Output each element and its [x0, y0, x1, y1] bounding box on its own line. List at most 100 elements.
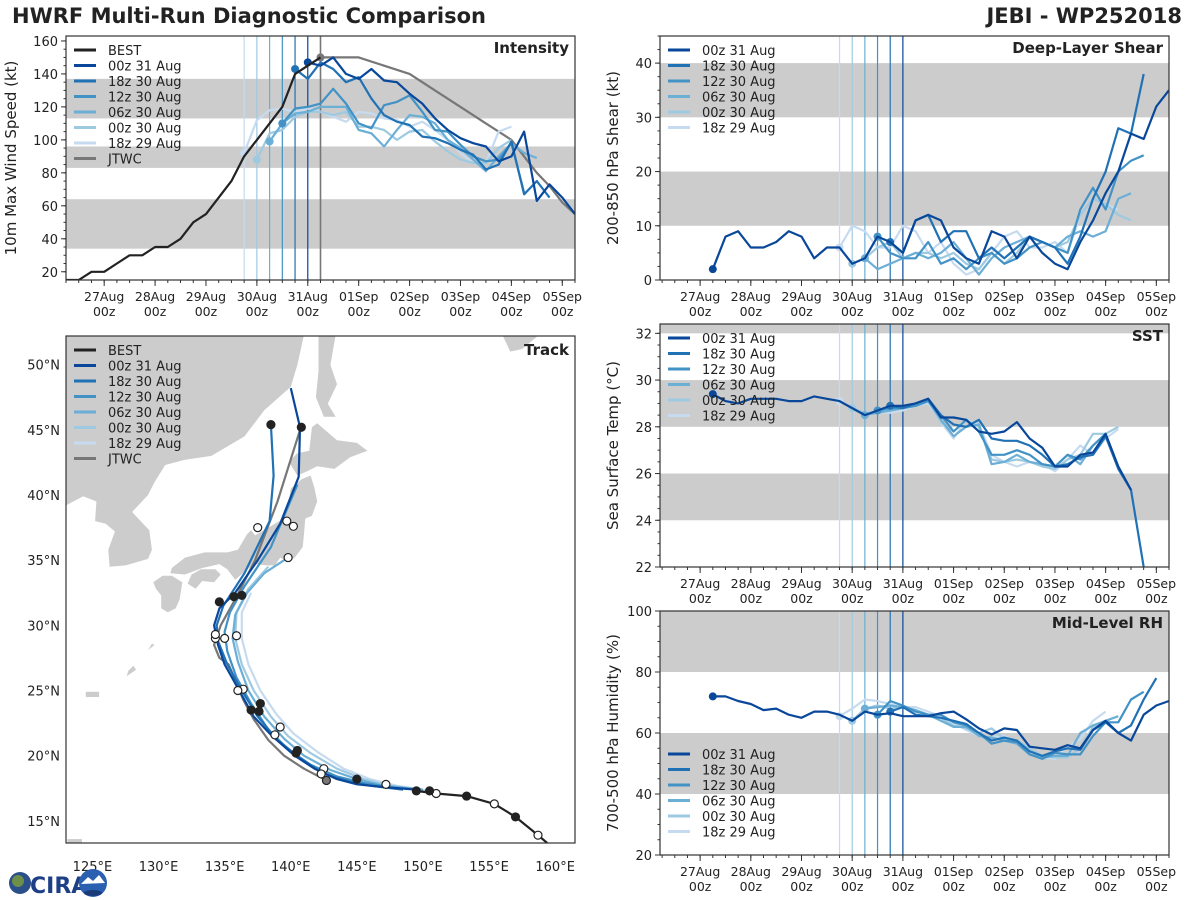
legend-label: 00z 31 Aug — [702, 44, 776, 59]
x-tick-label: 00z — [942, 304, 965, 319]
track-marker-filled — [424, 786, 435, 796]
track-marker-filled — [292, 745, 302, 756]
y-tick-label: 120 — [33, 101, 58, 116]
legend-label: BEST — [108, 344, 141, 359]
x-tick-label: 01Sep — [934, 864, 974, 879]
y-axis-label: Sea Surface Temp (°C) — [604, 361, 622, 530]
x-tick-label: 05Sep — [543, 289, 583, 304]
track-marker-filled — [296, 422, 306, 432]
init-marker-00z-30-aug — [252, 155, 261, 164]
shaded-band — [660, 324, 1169, 334]
x-tick-label: 30Aug — [832, 576, 872, 591]
intensity-panel: 2040608010012014016027Aug00z28Aug00z29Au… — [2, 35, 582, 319]
lon-tick-label: 140°E — [271, 860, 311, 875]
x-tick-label: 00z — [740, 304, 763, 319]
y-tick-label: 22 — [635, 561, 652, 576]
storm-title: JEBI - WP252018 — [986, 4, 1182, 28]
track-marker-filled — [352, 774, 362, 784]
x-tick-label: 00z — [841, 591, 864, 606]
lat-tick-label: 35°N — [27, 554, 60, 569]
legend-label: 18z 29 Aug — [702, 122, 776, 137]
series-line-18z-30-aug — [294, 61, 551, 199]
asia-mainland — [66, 336, 304, 567]
rh-panel: 2040608010027Aug00z28Aug00z29Aug00z30Aug… — [604, 605, 1176, 894]
x-tick-label: 00z — [195, 304, 218, 319]
x-tick-label: 01Sep — [934, 576, 974, 591]
x-tick-label: 00z — [1145, 879, 1168, 894]
track-line-18z-30-aug — [215, 424, 404, 791]
track-line-best — [416, 789, 548, 843]
shaded-band — [660, 63, 1169, 118]
init-marker-18z-30-aug — [291, 64, 300, 73]
track-marker-filled — [229, 592, 239, 602]
series-line-12z-30-aug — [876, 690, 1145, 761]
y-tick-label: 100 — [33, 134, 58, 149]
x-tick-label: 00z — [942, 879, 965, 894]
x-tick-label: 00z — [790, 304, 813, 319]
lat-tick-label: 40°N — [27, 489, 60, 504]
x-tick-label: 29Aug — [781, 576, 821, 591]
track-marker-open — [233, 685, 243, 696]
shaded-band — [660, 611, 1169, 672]
y-tick-label: 40 — [41, 233, 58, 248]
panel-title: Intensity — [494, 39, 570, 57]
x-tick-label: 28Aug — [731, 289, 771, 304]
panel-title: Mid-Level RH — [1052, 614, 1163, 632]
series-line-12z-30-aug — [876, 154, 1145, 271]
x-tick-label: 03Sep — [1035, 864, 1075, 879]
x-tick-label: 29Aug — [781, 289, 821, 304]
track-marker-filled — [237, 590, 247, 600]
legend-label: JTWC — [107, 453, 142, 468]
x-tick-label: 00z — [892, 304, 915, 319]
sakhalin — [315, 336, 337, 417]
track-line-18z-29-aug — [240, 592, 430, 792]
x-tick-label: 00z — [1044, 879, 1067, 894]
y-tick-label: 40 — [635, 57, 652, 72]
series-line-jtwc — [320, 56, 575, 215]
x-tick-label: 00z — [1145, 591, 1168, 606]
y-tick-label: 26 — [635, 468, 652, 483]
x-tick-label: 28Aug — [731, 864, 771, 879]
x-tick-label: 02Sep — [390, 289, 430, 304]
legend-label: JTWC — [107, 153, 142, 168]
y-tick-label: 60 — [41, 200, 58, 215]
track-marker-filled — [246, 705, 256, 715]
series-line-00z-31-aug — [712, 695, 1169, 751]
legend-label: 00z 30 Aug — [108, 122, 182, 137]
x-tick-label: 00z — [790, 591, 813, 606]
figure-title: HWRF Multi-Run Diagnostic Comparison — [12, 4, 487, 28]
y-axis-label: 200-850 hPa Shear (kt) — [604, 71, 622, 245]
legend-label: 12z 30 Aug — [702, 779, 776, 794]
y-tick-label: 20 — [635, 166, 652, 181]
track-line-00z-30-aug — [234, 565, 424, 791]
x-tick-label: 00z — [740, 879, 763, 894]
kamchatka — [502, 336, 538, 352]
x-tick-label: 00z — [892, 591, 915, 606]
track-marker-open — [231, 631, 242, 641]
x-tick-label: 29Aug — [186, 289, 226, 304]
legend-label: 06z 30 Aug — [702, 795, 776, 810]
x-tick-label: 01Sep — [339, 289, 379, 304]
track-marker-filled — [266, 420, 276, 430]
lon-tick-label: 160°E — [535, 860, 575, 875]
track-marker-open — [282, 516, 292, 526]
legend-label: 12z 30 Aug — [108, 391, 182, 406]
series-line-best — [66, 56, 322, 280]
y-tick-label: 0 — [644, 274, 652, 289]
shikoku — [187, 569, 221, 589]
legend-label: 12z 30 Aug — [108, 91, 182, 106]
track-marker-filled — [321, 775, 332, 786]
x-tick-label: 02Sep — [985, 576, 1025, 591]
x-tick-label: 00z — [1094, 879, 1117, 894]
x-tick-label: 00z — [892, 879, 915, 894]
y-tick-label: 30 — [635, 111, 652, 126]
legend-label: 00z 31 Aug — [702, 332, 776, 347]
x-tick-label: 00z — [398, 304, 421, 319]
x-tick-label: 31Aug — [883, 289, 923, 304]
hokkaido — [289, 423, 368, 476]
track-marker-open — [275, 722, 285, 732]
y-tick-label: 28 — [635, 421, 652, 436]
track-line-12z-30-aug — [223, 484, 391, 789]
init-marker-00z-31-aug — [708, 692, 717, 701]
shaded-band — [660, 473, 1169, 521]
